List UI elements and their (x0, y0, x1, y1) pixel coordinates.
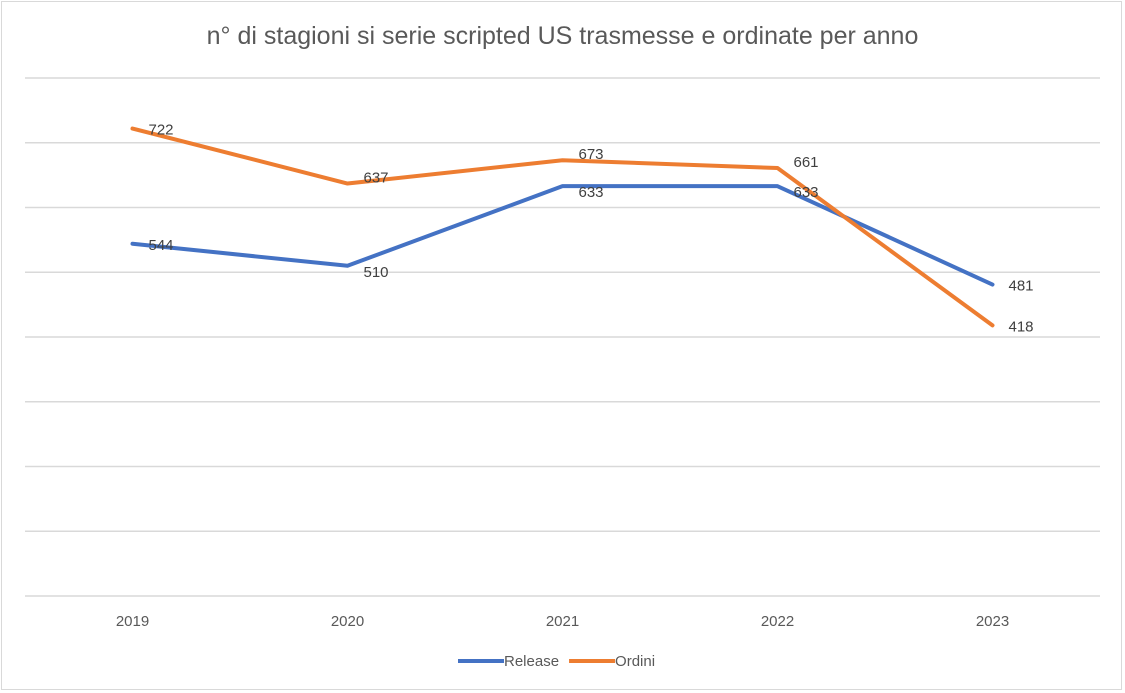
data-label-release: 481 (1009, 278, 1034, 295)
legend: Release Ordini (458, 653, 655, 670)
data-label-release: 544 (149, 237, 174, 254)
data-label-ordini: 418 (1009, 318, 1034, 335)
chart-title: n° di stagioni si serie scripted US tras… (206, 22, 919, 50)
data-label-release: 510 (364, 264, 389, 281)
data-label-ordini: 673 (579, 146, 604, 163)
x-tick-label: 2020 (331, 613, 364, 630)
data-label-release: 633 (794, 184, 819, 201)
data-label-ordini: 637 (364, 170, 389, 187)
x-tick-label: 2022 (761, 613, 794, 630)
x-tick-label: 2023 (976, 613, 1009, 630)
legend-label-release: Release (504, 653, 559, 670)
series-lines (130, 126, 995, 328)
series-line-release (130, 184, 995, 287)
data-label-release: 633 (579, 184, 604, 201)
x-tick-label: 2019 (116, 613, 149, 630)
series-line-ordini (130, 126, 995, 328)
data-label-ordini: 722 (149, 122, 174, 139)
x-axis-tick-labels: 2019 2020 2021 2022 2023 (116, 613, 1009, 630)
data-labels: 544 722 510 637 633 673 633 661 481 418 (149, 122, 1034, 336)
x-tick-label: 2021 (546, 613, 579, 630)
legend-label-ordini: Ordini (615, 653, 655, 670)
data-label-ordini: 661 (794, 154, 819, 171)
gridlines (25, 77, 1100, 597)
